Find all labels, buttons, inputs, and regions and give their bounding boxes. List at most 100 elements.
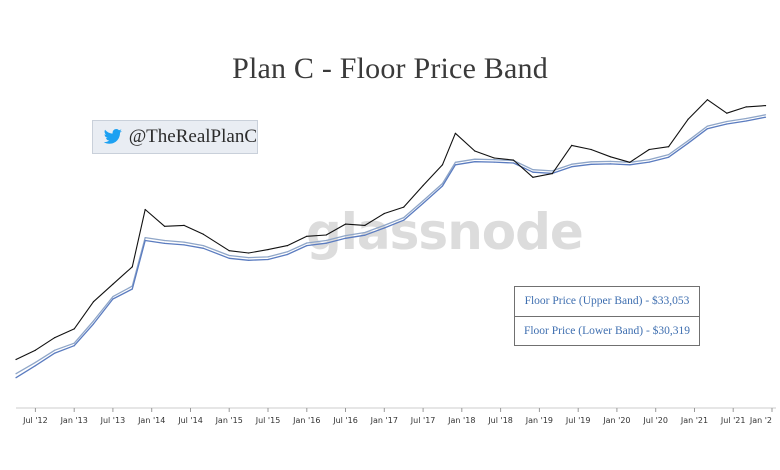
price-point [248,252,250,254]
lower-band-point [474,161,476,163]
lower-band-point [144,239,146,242]
x-tick-label: Jan '13 [60,416,88,425]
lower-band-point [92,323,95,325]
upper-band-point [422,200,424,202]
upper-band-point [248,257,250,259]
price-point [325,234,327,236]
price-point [474,150,476,152]
upper-band-point [15,373,17,375]
lower-band-point [609,163,612,165]
x-tick-label: Jan '2 [749,416,772,425]
twitter-handle-text: @TheRealPlanC [128,126,257,147]
upper-band-point [54,349,56,351]
lower-band-point [202,247,204,249]
price-point [687,118,689,120]
x-tick-label: Jul '12 [22,416,48,425]
lower-band-point [512,162,515,164]
price-point [668,146,670,148]
lower-band-point [286,253,288,256]
x-tick-label: Jan '16 [292,416,320,425]
price-point [131,266,133,268]
glassnode-watermark: glassnode [306,203,584,261]
upper-band-point [344,235,347,237]
series-layer [15,99,767,379]
lower-band-point [54,352,56,354]
upper-band-point [144,237,146,239]
lower-band-point [403,219,405,221]
price-point [726,112,728,114]
lower-band-point [422,202,424,204]
chart-title: Plan C - Floor Price Band [232,52,548,85]
legend-lower-band: Floor Price (Lower Band) - $30,319 [523,325,691,337]
lower-band-point [344,237,347,239]
lower-band-point [493,161,495,163]
price-point [183,224,185,226]
price-point [73,328,75,330]
price-point [454,132,456,134]
lower-band-point [112,298,114,300]
price-point [441,164,444,166]
lower-band-point [668,156,670,158]
lower-band-point [687,142,689,144]
x-tick-label: Jul '14 [177,416,203,425]
upper-band-point [228,254,230,257]
x-tick-label: Jul '16 [332,416,358,425]
lower-band-point [706,128,709,130]
upper-band-point [364,231,366,234]
upper-band-point [454,161,456,163]
price-point [745,106,747,108]
upper-band-point [92,320,95,322]
upper-band-point [34,361,37,363]
x-tick-label: Jan '14 [137,416,165,425]
lower-band-point [745,120,747,122]
price-point [34,349,37,351]
upper-band-point [474,158,476,160]
price-line [15,99,766,360]
price-point [92,301,95,303]
upper-band-point [267,256,269,258]
lower-band-point [364,234,366,236]
lower-band-point [629,164,631,166]
price-point [571,144,573,146]
upper-band-point [764,114,767,116]
upper-band-point [706,125,709,127]
lower-band-point [164,242,166,244]
upper-band-point [726,120,728,123]
lower-band-point [267,258,269,261]
lower-band-line [15,116,766,379]
upper-band-line [15,114,766,375]
price-point [422,184,424,187]
price-point [590,148,592,151]
band-legend: Floor Price (Upper Band) - $33,053 Floor… [514,286,700,346]
lower-band-point [228,257,230,259]
twitter-handle-badge[interactable]: @TheRealPlanC [92,120,258,154]
upper-band-point [532,169,534,171]
lower-band-point [34,365,37,367]
upper-band-point [112,296,114,298]
lower-band-point [325,242,327,244]
price-point [306,235,308,237]
upper-band-point [202,245,204,247]
x-tick-label: Jan '18 [447,416,475,425]
upper-band-point [493,159,495,161]
upper-band-point [306,242,308,244]
price-point [532,176,534,178]
price-point [551,173,553,175]
lower-band-point [15,377,17,379]
x-tick-label: Jan '19 [525,416,553,425]
price-point [364,224,366,226]
x-tick-label: Jan '20 [602,416,630,425]
upper-band-point [441,182,444,185]
upper-band-point [609,160,612,162]
x-tick-label: Jul '21 [720,416,746,425]
lower-band-point [248,259,250,261]
upper-band-point [745,117,747,120]
price-point [383,212,385,215]
price-point [344,223,347,225]
price-point [403,206,405,208]
x-tick-label: Jan '17 [370,416,398,425]
upper-band-point [183,241,185,243]
upper-band-point [383,224,385,226]
lower-band-point [571,166,573,168]
